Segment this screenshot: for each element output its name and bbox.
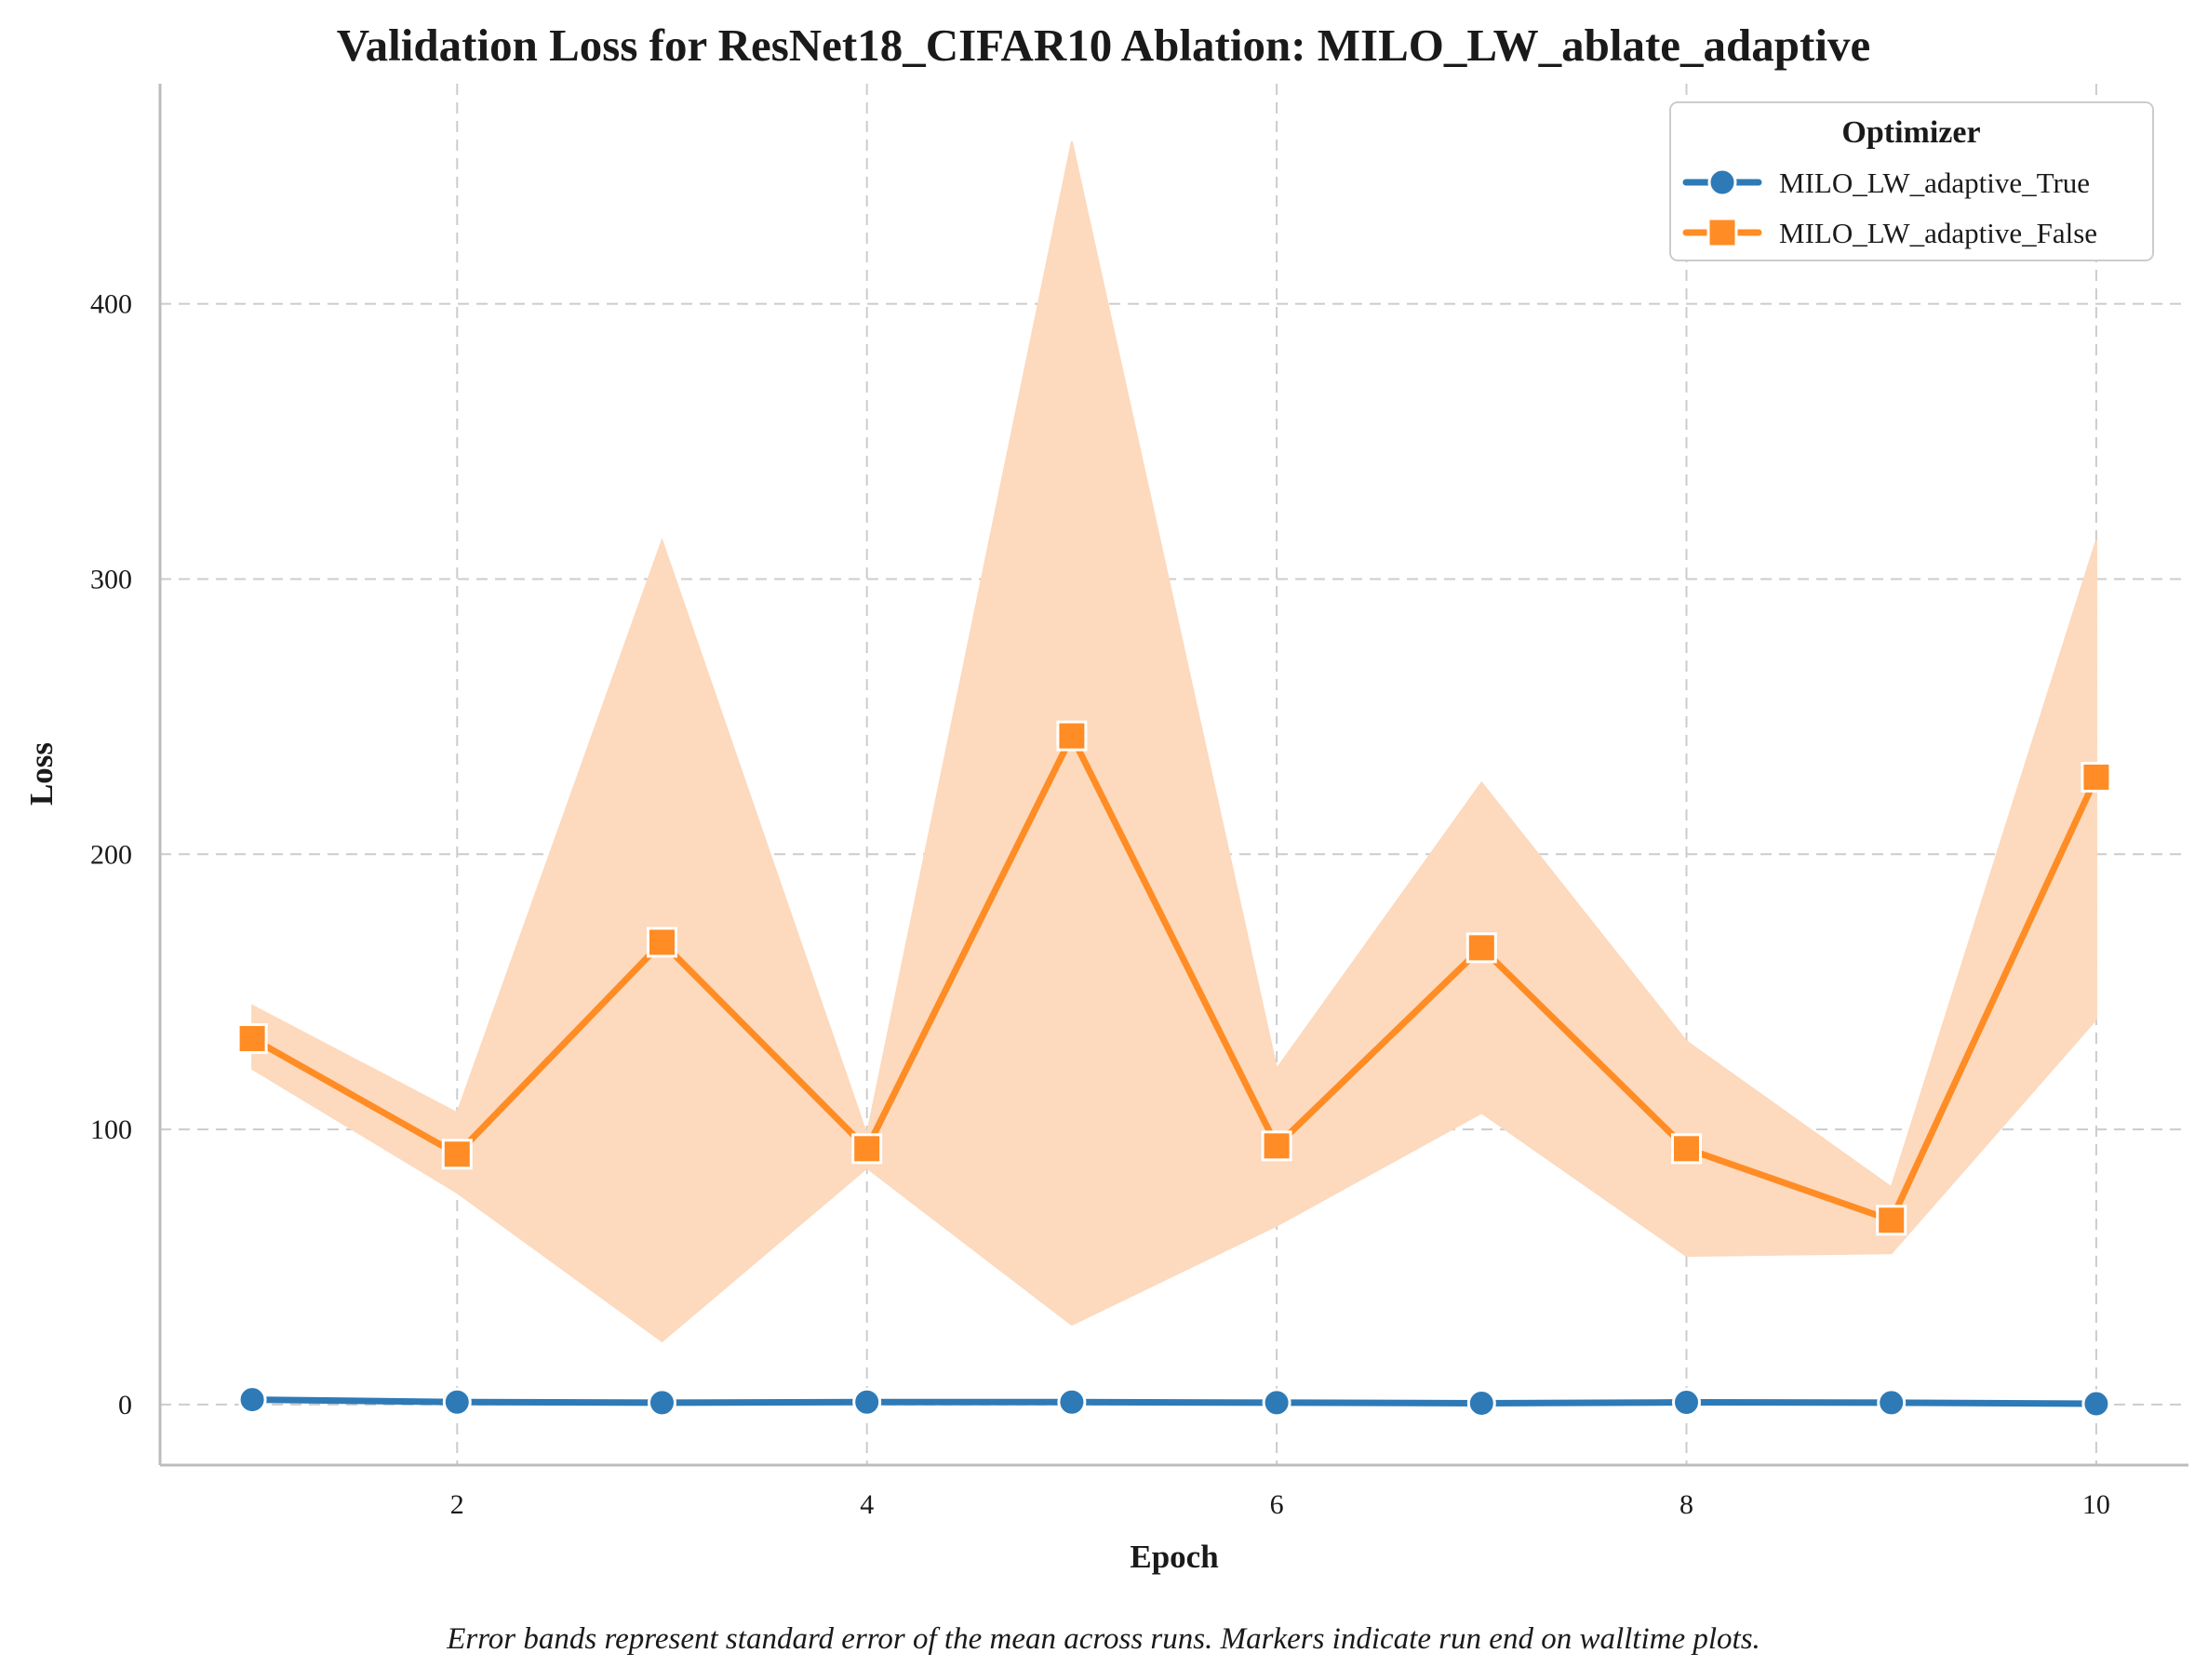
data-point-circle — [852, 1387, 882, 1417]
data-point-circle — [2081, 1389, 2111, 1419]
series-line-layer — [248, 732, 2100, 1407]
chart-caption: Error bands represent standard error of … — [446, 1622, 1760, 1656]
x-tick-label: 8 — [1679, 1489, 1693, 1520]
x-axis-label: Epoch — [1130, 1539, 1218, 1575]
data-point-square — [646, 927, 677, 958]
data-point-square — [1876, 1205, 1907, 1236]
x-tick-label: 6 — [1270, 1489, 1284, 1520]
legend-entry-0: MILO_LW_adaptive_True — [1682, 167, 2090, 199]
data-point-circle — [1877, 1388, 1907, 1418]
axis-layer — [158, 84, 2188, 1467]
marker-layer — [236, 720, 2112, 1419]
data-point-circle — [647, 1388, 676, 1418]
data-point-circle — [1057, 1387, 1087, 1417]
y-tick-label: 0 — [118, 1390, 132, 1420]
data-point-square — [851, 1133, 883, 1165]
data-point-square — [1465, 932, 1497, 964]
y-tick-label: 100 — [90, 1114, 132, 1145]
x-tick-label: 10 — [2082, 1489, 2110, 1520]
x-tick-label: 2 — [450, 1489, 464, 1520]
legend-label: MILO_LW_adaptive_False — [1779, 217, 2097, 249]
legend-label: MILO_LW_adaptive_True — [1779, 167, 2090, 199]
data-point-square — [1671, 1133, 1703, 1165]
y-tick-label: 200 — [90, 839, 132, 870]
y-tick-label: 300 — [90, 564, 132, 594]
data-point-circle — [442, 1387, 472, 1417]
legend-entry-1: MILO_LW_adaptive_False — [1682, 217, 2097, 249]
legend-box — [1669, 101, 2154, 261]
chart-title: Validation Loss for ResNet18_CIFAR10 Abl… — [337, 20, 1870, 71]
legend-entries: MILO_LW_adaptive_True MILO_LW_adaptive_Fa… — [1682, 167, 2097, 249]
data-point-square — [236, 1022, 268, 1054]
data-point-square — [2081, 761, 2112, 793]
x-tick-label: 4 — [860, 1489, 874, 1520]
y-tick-label: 400 — [90, 289, 132, 320]
data-point-circle — [1466, 1388, 1496, 1418]
y-axis-label: Loss — [23, 742, 60, 806]
legend: Optimizer MILO_LW_adaptive_TrueMILO_LW_a… — [1669, 101, 2154, 261]
error-band-1 — [251, 140, 2097, 1343]
data-point-circle — [1262, 1388, 1291, 1418]
error-band-layer — [251, 140, 2097, 1406]
data-point-square — [1056, 720, 1088, 752]
legend-title: Optimizer — [1841, 115, 1980, 150]
data-point-square — [1261, 1130, 1292, 1162]
series-line-1 — [248, 732, 2100, 1224]
legend-circle-marker — [1707, 167, 1737, 197]
data-point-circle — [1672, 1388, 1702, 1418]
legend-square-marker — [1706, 217, 1738, 248]
data-point-circle — [237, 1385, 267, 1415]
data-point-square — [441, 1139, 473, 1170]
series-line-0 — [248, 1396, 2100, 1407]
